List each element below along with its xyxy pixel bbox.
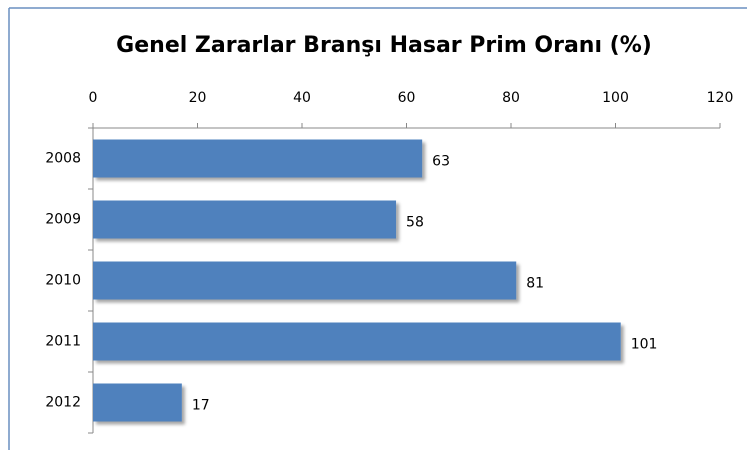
x-tick-label: 40 xyxy=(293,90,311,106)
bar xyxy=(93,322,621,361)
data-label: 101 xyxy=(631,337,658,353)
chart-title: Genel Zararlar Branşı Hasar Prim Oranı (… xyxy=(116,33,652,58)
x-tick-label: 120 xyxy=(707,90,734,106)
x-tick-label: 0 xyxy=(89,90,98,106)
data-label: 63 xyxy=(432,154,450,170)
data-label: 81 xyxy=(526,276,544,292)
bar xyxy=(93,200,397,239)
x-tick-label: 60 xyxy=(398,90,416,106)
data-label: 58 xyxy=(406,215,424,231)
bar xyxy=(93,383,182,422)
bar xyxy=(93,139,423,178)
x-tick-label: 80 xyxy=(502,90,520,106)
y-tick-label: 2012 xyxy=(45,395,81,411)
bar xyxy=(93,261,517,300)
data-label: 17 xyxy=(192,398,210,414)
y-tick-label: 2011 xyxy=(45,334,81,350)
y-tick-label: 2009 xyxy=(45,212,81,228)
y-tick-label: 2010 xyxy=(45,273,81,289)
x-tick-label: 20 xyxy=(189,90,207,106)
x-tick-label: 100 xyxy=(602,90,629,106)
y-tick-label: 2008 xyxy=(45,151,81,167)
